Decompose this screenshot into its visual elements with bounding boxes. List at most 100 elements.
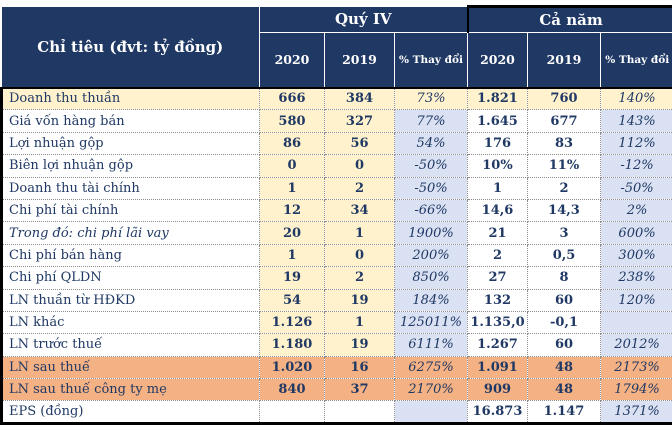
table-row: Chi phí tài chính 12 34 -66% 14,6 14,3 2…	[0, 198, 672, 223]
cell-fy-change: 600%	[599, 221, 672, 245]
cell-fy-2019: 48	[527, 355, 601, 380]
cell-fy-2020: 1.135,0	[467, 310, 528, 335]
header-fy-2020: 2020	[467, 32, 528, 88]
cell-fy-change: 2173%	[599, 355, 672, 380]
cell-fy-change: 140%	[599, 86, 672, 111]
cell-q4-change: 184%	[394, 288, 468, 312]
header-group-fullyear: Cả năm	[466, 5, 672, 33]
cell-q4-change: 6275%	[394, 355, 468, 380]
cell-fy-2020: 1.821	[467, 86, 528, 111]
table-row: Chi phí QLDN 19 2 850% 27 8 238%	[0, 266, 672, 290]
table-row: LN trước thuế 1.180 19 6111% 1.267 60 20…	[0, 333, 672, 357]
cell-q4-2020: 12	[259, 198, 325, 223]
table-row: Doanh thu thuần 666 384 73% 1.821 760 14…	[0, 86, 672, 111]
row-label: EPS (đồng)	[0, 400, 260, 425]
cell-q4-change: 77%	[394, 109, 468, 133]
cell-q4-2019: 1	[324, 221, 395, 245]
cell-fy-2019: 3	[527, 221, 601, 245]
cell-fy-change: 1371%	[599, 400, 672, 425]
cell-fy-2020: 1	[467, 176, 528, 200]
cell-q4-2019	[324, 400, 395, 425]
row-label: Doanh thu tài chính	[0, 176, 260, 200]
cell-q4-2020: 86	[259, 131, 325, 156]
cell-q4-2020: 1.180	[259, 333, 325, 357]
table-row: LN sau thuế công ty mẹ 840 37 2170% 909 …	[0, 378, 672, 402]
cell-fy-change: 2%	[599, 198, 672, 223]
cell-fy-2019: 8	[527, 266, 601, 290]
cell-fy-change: -50%	[599, 176, 672, 200]
table-row: Doanh thu tài chính 1 2 -50% 1 2 -50%	[0, 176, 672, 200]
cell-fy-2020: 132	[467, 288, 528, 312]
cell-fy-change: 300%	[599, 243, 672, 268]
cell-q4-change: -50%	[394, 176, 468, 200]
header-q4-2019: 2019	[324, 32, 395, 88]
cell-q4-2019: 34	[324, 198, 395, 223]
cell-fy-change: 238%	[599, 266, 672, 290]
header-group-row: Chỉ tiêu (đvt: tỷ đồng) Quý IV Cả năm	[1, 5, 672, 88]
row-label: Trong đó: chi phí lãi vay	[0, 221, 260, 245]
cell-fy-change: 112%	[599, 131, 672, 156]
cell-fy-2020: 14,6	[467, 198, 528, 223]
cell-q4-2020: 1	[259, 243, 325, 268]
cell-q4-change: 2170%	[394, 378, 468, 402]
table-row: Biên lợi nhuận gộp 0 0 -50% 10% 11% -12%	[0, 154, 672, 178]
cell-fy-2019: 677	[527, 109, 601, 133]
top-strip	[0, 0, 672, 5]
cell-q4-2020: 1.020	[259, 355, 325, 380]
cell-q4-2019: 19	[324, 333, 395, 357]
cell-q4-2019: 0	[324, 154, 395, 178]
cell-fy-2019: 14,3	[527, 198, 601, 223]
cell-q4-change: 200%	[394, 243, 468, 268]
table-row: LN thuần từ HĐKD 54 19 184% 132 60 120%	[0, 288, 672, 312]
cell-fy-2020: 10%	[467, 154, 528, 178]
row-label: LN trước thuế	[0, 333, 260, 357]
cell-fy-2019: 11%	[527, 154, 601, 178]
cell-fy-2020: 1.267	[467, 333, 528, 357]
header-q4-2020: 2020	[259, 32, 325, 88]
cell-q4-change: 125011%	[394, 310, 468, 335]
row-label: Giá vốn hàng bán	[0, 109, 260, 133]
cell-q4-2020: 666	[259, 86, 325, 111]
cell-fy-2020: 21	[467, 221, 528, 245]
header-q4-change: % Thay đổi	[394, 32, 468, 88]
header-fy-change: % Thay đổi	[600, 32, 672, 88]
cell-fy-2019: 48	[527, 378, 601, 402]
cell-q4-2019: 56	[324, 131, 395, 156]
cell-q4-2020: 54	[259, 288, 325, 312]
cell-q4-change	[394, 400, 468, 425]
row-label: Lợi nhuận gộp	[0, 131, 260, 156]
cell-q4-change: 850%	[394, 266, 468, 290]
cell-q4-change: 1900%	[394, 221, 468, 245]
cell-q4-2020	[259, 400, 325, 425]
cell-fy-2019: 1.147	[527, 400, 601, 425]
header-fy-2019: 2019	[527, 32, 601, 88]
cell-fy-2020: 1.091	[467, 355, 528, 380]
row-label: LN sau thuế	[0, 355, 260, 380]
table-row: Lợi nhuận gộp 86 56 54% 176 83 112%	[0, 131, 672, 156]
cell-q4-2019: 327	[324, 109, 395, 133]
cell-fy-change: 120%	[599, 288, 672, 312]
cell-fy-2019: 60	[527, 288, 601, 312]
cell-q4-2020: 19	[259, 266, 325, 290]
cell-q4-2019: 384	[324, 86, 395, 111]
cell-q4-2020: 840	[259, 378, 325, 402]
header-sub-row: 2020 2019 % Thay đổi 2020 2019 % Thay đổ…	[2, 32, 672, 88]
cell-fy-2020: 16.873	[467, 400, 528, 425]
cell-q4-2020: 0	[259, 154, 325, 178]
cell-fy-2019: 83	[527, 131, 601, 156]
cell-fy-change	[599, 310, 672, 335]
cell-fy-2020: 909	[467, 378, 528, 402]
row-label: LN sau thuế công ty mẹ	[0, 378, 260, 402]
cell-q4-2019: 16	[324, 355, 395, 380]
row-label: Doanh thu thuần	[0, 86, 260, 111]
cell-q4-change: 6111%	[394, 333, 468, 357]
cell-q4-2019: 2	[324, 176, 395, 200]
cell-q4-2020: 580	[259, 109, 325, 133]
table-row: Giá vốn hàng bán 580 327 77% 1.645 677 1…	[0, 109, 672, 133]
cell-q4-change: -50%	[394, 154, 468, 178]
cell-fy-2020: 2	[467, 243, 528, 268]
cell-q4-change: -66%	[394, 198, 468, 223]
cell-fy-2019: -0,1	[527, 310, 601, 335]
table-row: LN sau thuế 1.020 16 6275% 1.091 48 2173…	[0, 355, 672, 380]
